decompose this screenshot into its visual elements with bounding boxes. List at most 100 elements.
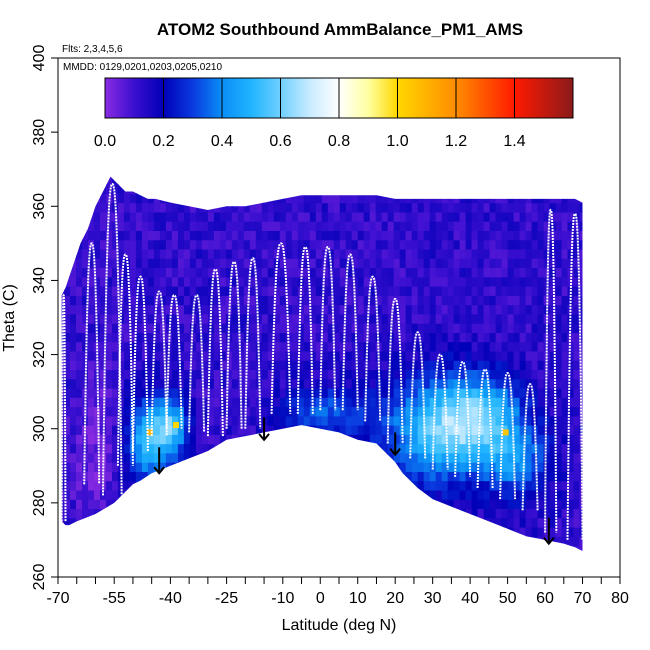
heatmap-cell [447,425,455,435]
heatmap-cell [429,258,437,269]
heatmap-cell [183,304,191,315]
heatmap-cell [82,489,89,500]
heatmap-cell [507,202,515,213]
heatmap-cell [345,202,353,213]
heatmap-cell [333,415,341,426]
heatmap-cell [459,239,467,250]
heatmap-cell [135,202,143,213]
heatmap-cell [243,211,251,222]
heatmap-cell [555,545,563,551]
heatmap-cell [201,452,209,463]
heatmap-cell [61,267,65,278]
heatmap-cell [76,313,83,324]
heatmap-cell [447,248,455,259]
heatmap-cell [327,425,335,435]
heatmap-cell [88,286,95,296]
heatmap-cell [435,176,443,185]
heatmap-cell [537,332,545,343]
heatmap-cell [297,202,305,213]
heatmap-cell [369,239,377,250]
x-tick-label: 30 [424,590,442,607]
flight-profile-trace [150,290,168,437]
heatmap-cell [213,387,221,398]
heatmap-cell [219,378,227,389]
heatmap-cell [100,239,107,250]
heatmap-cell [189,425,197,435]
heatmap-cell [525,489,533,500]
heatmap-cell [147,176,155,185]
heatmap-cell [405,176,413,185]
heatmap-cell [64,211,71,222]
heatmap-cell [369,452,377,463]
heatmap-cell [177,239,185,250]
heatmap-cell [519,350,527,361]
heatmap-cell [543,527,551,537]
heatmap-cell [117,360,125,370]
heatmap-cell [573,527,581,537]
heatmap-cell [345,499,353,509]
heatmap-cell [459,527,467,537]
heatmap-cell [297,545,305,551]
heatmap-cell [153,276,161,287]
heatmap-cell [573,295,581,306]
heatmap-cell [393,499,401,509]
heatmap-cell [219,471,227,482]
heatmap-cell [363,360,371,370]
heatmap-cell [381,434,389,445]
heatmap-cell [405,397,413,408]
heatmap-cell [375,258,383,269]
heatmap-cell [333,369,341,380]
heatmap-cell [100,434,107,445]
heatmap-cell [531,360,539,370]
heatmap-cell [447,415,455,426]
heatmap-cell [489,248,497,259]
heatmap-cell [453,378,461,389]
flight-profile-trace [431,353,449,470]
heatmap-cell [76,471,83,482]
heatmap-cell [531,332,539,343]
heatmap-cell [555,286,563,296]
heatmap-cell [61,462,65,472]
heatmap-cell [298,166,305,176]
heatmap-cell [549,304,557,315]
heatmap-cell [219,313,227,324]
heatmap-cell [339,211,347,222]
heatmap-cell [321,267,329,278]
heatmap-cell [225,211,233,222]
heatmap-cell [339,176,347,185]
heatmap-cell [537,258,545,269]
heatmap-cell [381,267,389,278]
heatmap-cell [489,202,497,213]
heatmap-cell [495,397,503,408]
heatmap-cell [106,480,113,491]
heatmap-cell [586,249,593,259]
heatmap-cell [567,480,575,491]
heatmap-cell [369,471,377,482]
heatmap-cell [309,369,317,380]
heatmap-cell [189,434,197,445]
heatmap-cell [489,452,497,463]
heatmap-cell [297,452,305,463]
heatmap-cell [519,517,527,528]
heatmap-cell [549,527,557,537]
heatmap-cell [501,415,509,426]
heatmap-cell [525,341,533,352]
heatmap-cell [76,527,83,537]
heatmap-cell [255,341,263,352]
heatmap-cell [82,276,89,287]
heatmap-cell [489,517,497,528]
heatmap-cell [249,536,257,547]
heatmap-cell [567,443,575,454]
heatmap-cell [70,332,77,343]
heatmap-cell [543,193,551,204]
heatmap-cell [531,341,539,352]
heatmap-cell [70,425,77,435]
heatmap-cell [291,304,299,315]
heatmap-cell [363,350,371,361]
heatmap-cell [381,193,389,204]
heatmap-cell [387,248,395,259]
heatmap-cell [201,471,209,482]
heatmap-cell [189,527,197,537]
heatmap-cell [489,434,497,445]
heatmap-cell [231,276,239,287]
